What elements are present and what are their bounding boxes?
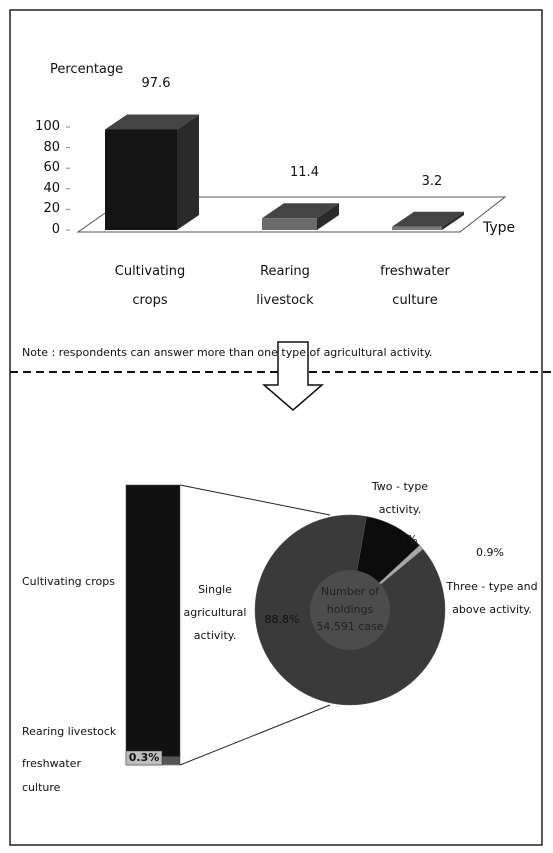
value-label: 3.2	[421, 173, 443, 189]
x-tick-label: Cultivating crops	[114, 264, 186, 308]
value-label: 88.8%	[264, 613, 300, 626]
bar-segment	[125, 484, 181, 757]
category-label: freshwater culture	[22, 757, 81, 795]
bar-side	[317, 203, 339, 230]
x-axis-label: Type	[483, 220, 516, 236]
x-tick-label: Rearing livestock	[256, 264, 314, 308]
value-label: 10.3%	[382, 533, 418, 546]
bar-side	[177, 114, 199, 230]
value-label: 97.6	[141, 76, 171, 92]
bar-top	[262, 203, 339, 219]
bar	[105, 129, 177, 230]
bar-top	[105, 114, 199, 130]
category-label: Cultivating crops	[22, 575, 115, 588]
y-tick-label: 0	[51, 222, 60, 237]
y-axis-label: Percentage	[50, 62, 124, 77]
bar	[392, 226, 442, 230]
x-tick-label: freshwater culture	[380, 264, 450, 308]
y-tick-label: 20	[43, 201, 60, 217]
category-label: Two - type activity.	[371, 480, 429, 517]
connector	[179, 704, 331, 766]
pie-center	[310, 570, 390, 650]
note: Note : respondents can answer more than …	[22, 346, 433, 359]
bar-top	[392, 211, 464, 227]
category-label: Single agricultural activity.	[183, 583, 247, 643]
y-tick-label: 60	[43, 160, 60, 176]
bar	[262, 218, 317, 230]
category-label: Three - type and above activity.	[446, 580, 538, 617]
center-label: Number of holdings 54,591 case	[316, 585, 384, 634]
connector	[179, 484, 331, 516]
frame	[9, 9, 543, 846]
y-tick-label: 80	[43, 139, 60, 155]
value-label: 0.9%	[476, 546, 504, 559]
value-label: 11.4	[290, 165, 319, 181]
y-tick-label: 100	[35, 119, 60, 134]
label-box	[125, 750, 163, 766]
category-label: Rearing livestock	[22, 725, 117, 738]
arrow	[261, 341, 325, 411]
bar-side	[442, 211, 464, 230]
y-tick-label: 40	[43, 180, 60, 196]
value-label: 0.3%	[128, 751, 160, 764]
